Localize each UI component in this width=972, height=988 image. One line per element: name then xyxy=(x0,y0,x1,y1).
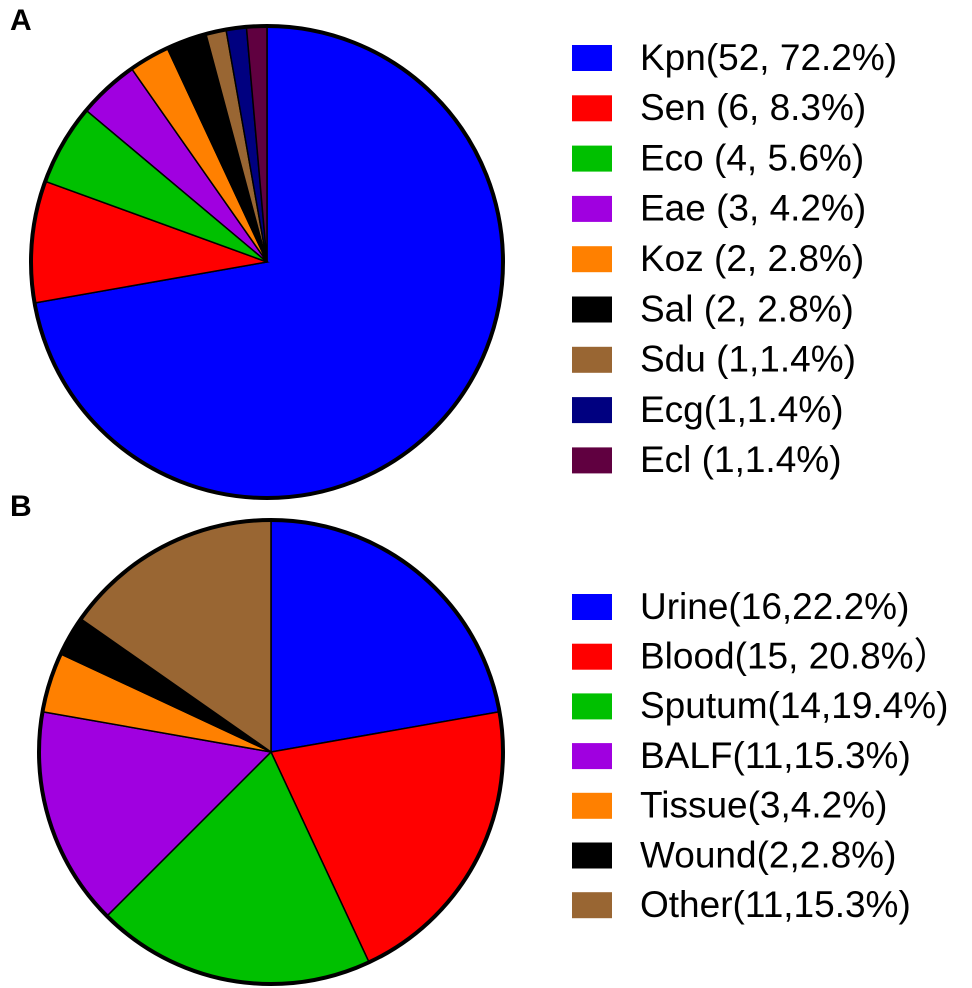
legend-label: Sal (2, 2.8%) xyxy=(640,288,854,329)
legend-swatch xyxy=(572,246,612,273)
legend-swatch xyxy=(572,195,612,222)
legend-label: Tissue(3,4.2%) xyxy=(640,785,887,826)
legend-label: Sputum(14,19.4%) xyxy=(640,685,949,726)
pie-outline xyxy=(37,518,505,986)
legend-label: Kpn(52, 72.2%) xyxy=(640,37,897,78)
legend-swatch xyxy=(572,743,612,770)
legend-label: Ecl (1,1.4%) xyxy=(640,439,842,480)
legend-swatch xyxy=(572,594,612,620)
legend-swatch xyxy=(572,842,612,869)
legend-swatch xyxy=(572,95,612,122)
pie-outline xyxy=(29,24,505,500)
legend-label: Ecg(1,1.4%) xyxy=(640,389,844,430)
legend-swatch xyxy=(572,45,612,71)
legend-label: Eae (3, 4.2%) xyxy=(640,188,866,229)
legend-swatch xyxy=(572,145,612,172)
legend-label: BALF(11,15.3%) xyxy=(640,735,911,776)
legend-swatch xyxy=(572,643,612,670)
panel-label: B xyxy=(10,490,32,523)
legend-label: Urine(16,22.2%) xyxy=(640,586,909,627)
legend-swatch xyxy=(572,892,612,919)
legend-label: Wound(2,2.8%) xyxy=(640,834,896,875)
legend-label: Other(11,15.3%) xyxy=(640,884,911,925)
legend-label: Eco (4, 5.6%) xyxy=(640,137,864,178)
legend-label: Sdu (1,1.4%) xyxy=(640,339,856,380)
legend-swatch xyxy=(572,447,612,474)
legend-swatch xyxy=(572,397,612,424)
legend-swatch xyxy=(572,346,612,373)
legend-swatch xyxy=(572,792,612,819)
legend-swatch xyxy=(572,693,612,720)
legend-label: Koz (2, 2.8%) xyxy=(640,238,864,279)
legend-label: Sen (6, 8.3%) xyxy=(640,87,866,128)
legend-label: Blood(15, 20.8%） xyxy=(640,635,951,676)
panel-label: A xyxy=(10,4,32,37)
legend-swatch xyxy=(572,296,612,323)
